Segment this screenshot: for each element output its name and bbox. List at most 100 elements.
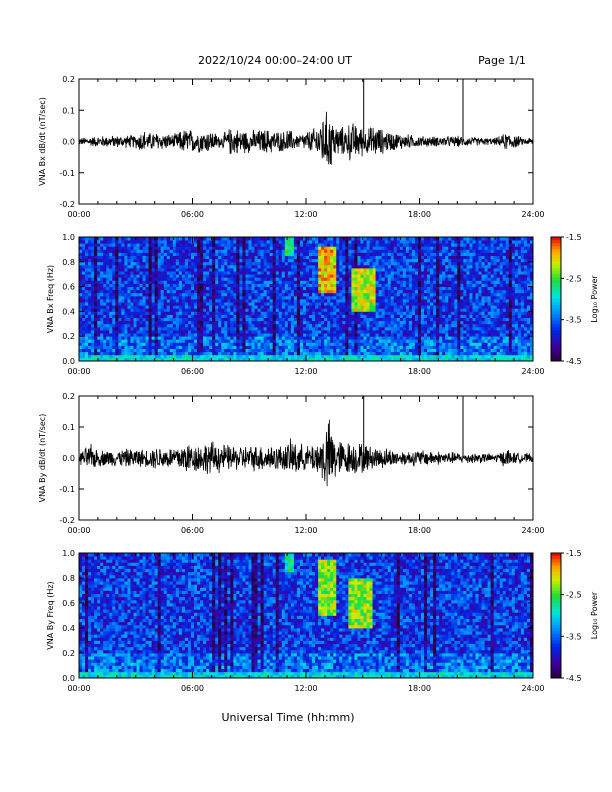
spectrogram-cell: [366, 333, 370, 337]
spectrogram-cell: [169, 252, 174, 256]
spectrogram-cell: [339, 271, 343, 275]
spectrogram-cell: [354, 292, 358, 297]
spectrogram-cell: [79, 357, 83, 362]
spectrogram-cell: [306, 292, 310, 297]
spectrogram-cell: [233, 333, 237, 337]
spectrogram-cell: [330, 339, 334, 343]
spectrogram-cell: [197, 268, 201, 272]
spectrogram-cell: [178, 299, 183, 303]
spectrogram-cell: [339, 314, 343, 318]
spectrogram-cell: [387, 280, 392, 284]
spectrogram-cell: [236, 268, 240, 272]
spectrogram-cell: [106, 357, 110, 362]
spectrogram-cell: [405, 330, 410, 334]
spectrogram-cell: [269, 336, 274, 340]
spectrogram-cell: [130, 345, 134, 349]
spectrogram-cell: [384, 240, 389, 244]
spectrogram-cell: [209, 354, 213, 359]
spectrogram-cell: [339, 249, 343, 253]
spectrogram-cell: [360, 302, 364, 306]
spectrogram-cell: [348, 305, 352, 309]
spectrogram-cell: [115, 277, 119, 281]
spectrogram-cell: [427, 243, 431, 247]
spectrogram-cell: [127, 311, 131, 315]
spectrogram-cell: [136, 336, 140, 340]
spectrogram-cell: [290, 283, 295, 287]
spectrogram-cell: [142, 261, 146, 266]
spectrogram-cell: [242, 333, 246, 337]
spectrogram-cell: [166, 308, 171, 312]
spectrogram-cell: [118, 286, 122, 291]
spectrogram-cell: [184, 317, 189, 322]
spectrogram-cell: [242, 330, 246, 334]
spectrogram-cell: [85, 286, 89, 291]
spectrogram-cell: [169, 339, 174, 343]
spectrogram-cell: [324, 295, 328, 300]
spectrogram-cell: [372, 283, 377, 287]
spectrogram-cell: [178, 354, 183, 359]
spectrogram-cell: [309, 333, 313, 337]
spectrogram-cell: [236, 264, 240, 269]
spectrogram-cell: [127, 342, 131, 346]
spectrogram-cell: [106, 342, 110, 346]
spectrogram-cell: [372, 314, 377, 318]
spectrogram-cell: [396, 249, 401, 253]
spectrogram-cell: [421, 268, 425, 272]
spectrogram-cell: [254, 280, 258, 284]
spectrogram-cell: [127, 255, 131, 260]
spectrogram-cell: [257, 299, 261, 303]
spectrogram-cell: [309, 351, 313, 356]
spectrogram-cell: [421, 271, 425, 275]
spectrogram-cell: [381, 314, 386, 318]
spectrogram-cell: [330, 289, 334, 294]
spectrogram-cell: [151, 280, 156, 284]
spectrogram-cell: [384, 258, 389, 263]
spectrogram-cell: [369, 345, 373, 349]
spectrogram-cell: [145, 261, 150, 266]
spectrogram-cell: [236, 243, 240, 247]
spectrogram-cell: [312, 311, 316, 315]
spectrogram-cell: [115, 264, 119, 269]
spectrogram-cell: [218, 280, 222, 284]
spectrogram-cell: [127, 339, 131, 343]
spectrogram-cell: [109, 249, 113, 253]
spectrogram-cell: [197, 295, 201, 300]
spectrogram-cell: [136, 308, 140, 312]
spectrogram-cell: [209, 295, 213, 300]
spectrogram-cell: [88, 249, 92, 253]
spectrogram-cell: [272, 311, 277, 315]
spectrogram-cell: [339, 323, 343, 328]
spectrogram-cell: [175, 299, 180, 303]
spectrogram-cell: [405, 299, 410, 303]
spectrogram-cell: [430, 264, 434, 269]
spectrogram-cell: [148, 345, 153, 349]
spectrogram-cell: [336, 320, 340, 325]
spectrogram-cell: [287, 336, 292, 340]
spectrogram-cell: [315, 240, 319, 244]
spectrogram-cell: [206, 311, 210, 315]
spectrogram-cell: [293, 326, 298, 331]
spectrogram-cell: [306, 286, 310, 291]
spectrogram-cell: [236, 295, 240, 300]
spectrogram-cell: [448, 323, 452, 328]
spectrogram-cell: [366, 292, 370, 297]
spectrogram-cell: [309, 305, 313, 309]
spectrogram-cell: [405, 345, 410, 349]
spectrogram-cell: [215, 308, 219, 312]
spectrogram-cell: [245, 261, 249, 266]
spectrogram-cell: [342, 348, 346, 353]
spectrogram-cell: [357, 311, 361, 315]
spectrogram-cell: [424, 302, 428, 306]
spectrogram-cell: [369, 330, 373, 334]
spectrogram-cell: [318, 277, 322, 281]
spectrogram-cell: [175, 283, 180, 287]
spectrogram-cell: [427, 308, 431, 312]
spectrogram-cell: [178, 240, 183, 244]
spectrogram-cell: [372, 326, 377, 331]
spectrogram-cell: [439, 264, 443, 269]
spectrogram-cell: [318, 317, 322, 322]
spectrogram-cell: [430, 268, 434, 272]
spectrogram-cell: [218, 345, 222, 349]
spectrogram-cell: [142, 351, 146, 356]
spectrogram-cell: [206, 274, 210, 278]
